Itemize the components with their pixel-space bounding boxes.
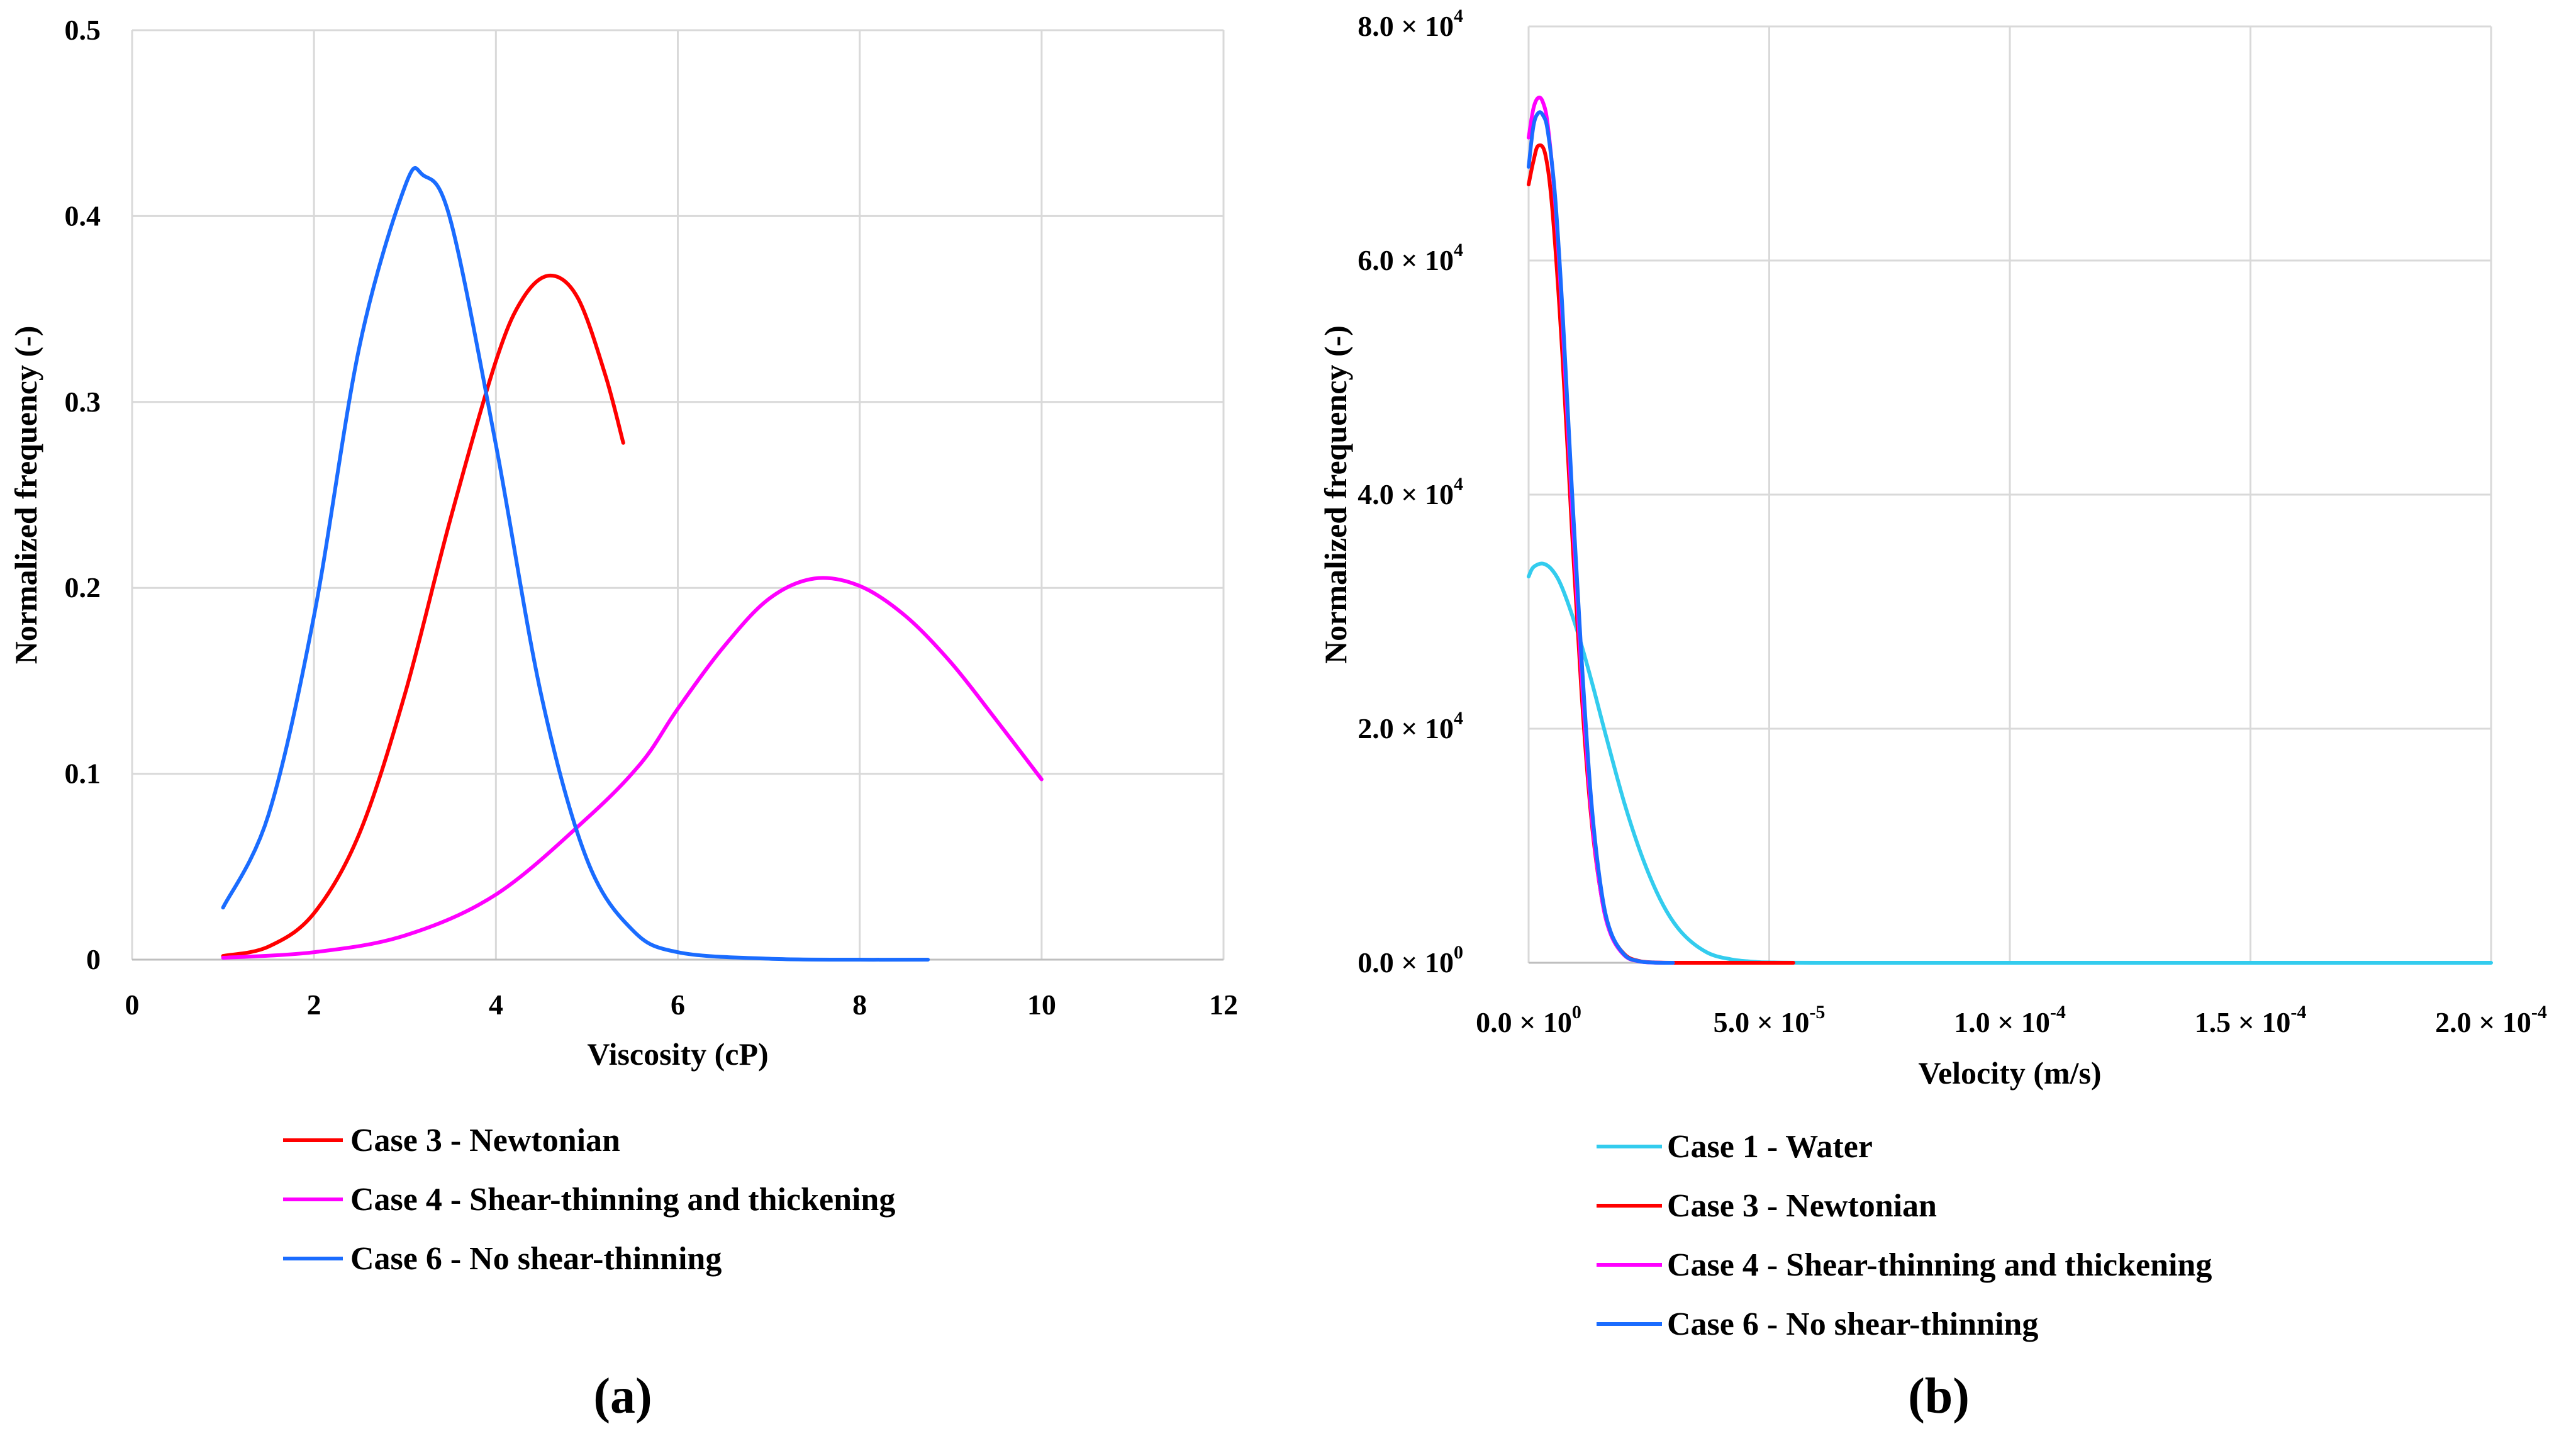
b-legend-label-0: Case 1 - Water xyxy=(1667,1129,1873,1165)
b-legend-label-2: Case 4 - Shear-thinning and thickening xyxy=(1667,1247,2212,1283)
b-y-tick-label-2: 4.0 × 104 xyxy=(1358,474,1463,510)
b-x-tick-label-0: 0.0 × 100 xyxy=(1476,1002,1581,1038)
a-y-tick-label-2: 0.2 xyxy=(65,571,101,603)
a-legend-label-0: Case 3 - Newtonian xyxy=(350,1123,620,1158)
a-x-tick-label-6: 12 xyxy=(1209,989,1238,1021)
chart-b: 0.0 × 100 2.0 × 104 4.0 × 104 6.0 × 104 8.0 … xyxy=(1318,6,2547,1424)
b-x-axis-label: Velocity (m/s) xyxy=(1918,1055,2101,1091)
b-series-line-3 xyxy=(1527,110,1675,965)
a-x-axis-label: Viscosity (cP) xyxy=(587,1036,768,1072)
chart-a: 0 0.1 0.2 0.3 0.4 0.5 0 2 4 6 8 10 12 Viscosity (cP) N… xyxy=(8,14,1238,1424)
a-y-tick-label-4: 0.4 xyxy=(65,199,101,232)
a-x-tick-label-2: 4 xyxy=(489,989,503,1021)
b-panel-label: (b) xyxy=(1908,1369,1970,1424)
b-x-tick-label-3: 1.5 × 10-4 xyxy=(2195,1002,2307,1038)
b-x-tick-label-1: 5.0 × 10-5 xyxy=(1714,1002,1826,1038)
b-series-line-0 xyxy=(1527,561,2493,965)
b-y-axis-label: Normalized frequency (-) xyxy=(1318,325,1353,664)
b-y-tick-label-0: 0.0 × 100 xyxy=(1358,942,1463,979)
b-legend-label-1: Case 3 - Newtonian xyxy=(1667,1188,1937,1224)
a-y-tick-label-0: 0 xyxy=(86,943,101,975)
a-x-tick-label-4: 8 xyxy=(852,989,867,1021)
a-x-tick-label-3: 6 xyxy=(671,989,685,1021)
b-y-tick-label-4: 8.0 × 104 xyxy=(1358,6,1463,42)
b-legend-label-3: Case 6 - No shear-thinning xyxy=(1667,1306,2038,1342)
b-y-tick-label-3: 6.0 × 104 xyxy=(1358,240,1463,276)
b-x-tick-label-2: 1.0 × 10-4 xyxy=(1954,1002,2066,1038)
a-series-line-2 xyxy=(221,165,930,962)
a-x-tick-label-0: 0 xyxy=(125,989,140,1021)
a-legend-label-2: Case 6 - No shear-thinning xyxy=(350,1241,722,1277)
a-x-tick-label-1: 2 xyxy=(307,989,321,1021)
a-y-axis-label: Normalized frequency (-) xyxy=(8,326,43,665)
b-y-tick-label-1: 2.0 × 104 xyxy=(1358,708,1463,744)
a-y-tick-label-5: 0.5 xyxy=(65,14,101,46)
a-y-tick-label-1: 0.1 xyxy=(65,758,101,790)
a-series-line-0 xyxy=(221,273,625,958)
a-panel-label: (a) xyxy=(593,1369,652,1424)
a-y-tick-label-3: 0.3 xyxy=(65,386,101,418)
a-legend-label-1: Case 4 - Shear-thinning and thickening xyxy=(350,1182,895,1218)
a-x-tick-label-5: 10 xyxy=(1027,989,1056,1021)
b-x-tick-label-4: 2.0 × 10-4 xyxy=(2435,1002,2547,1038)
a-series-line-1 xyxy=(221,576,1044,960)
